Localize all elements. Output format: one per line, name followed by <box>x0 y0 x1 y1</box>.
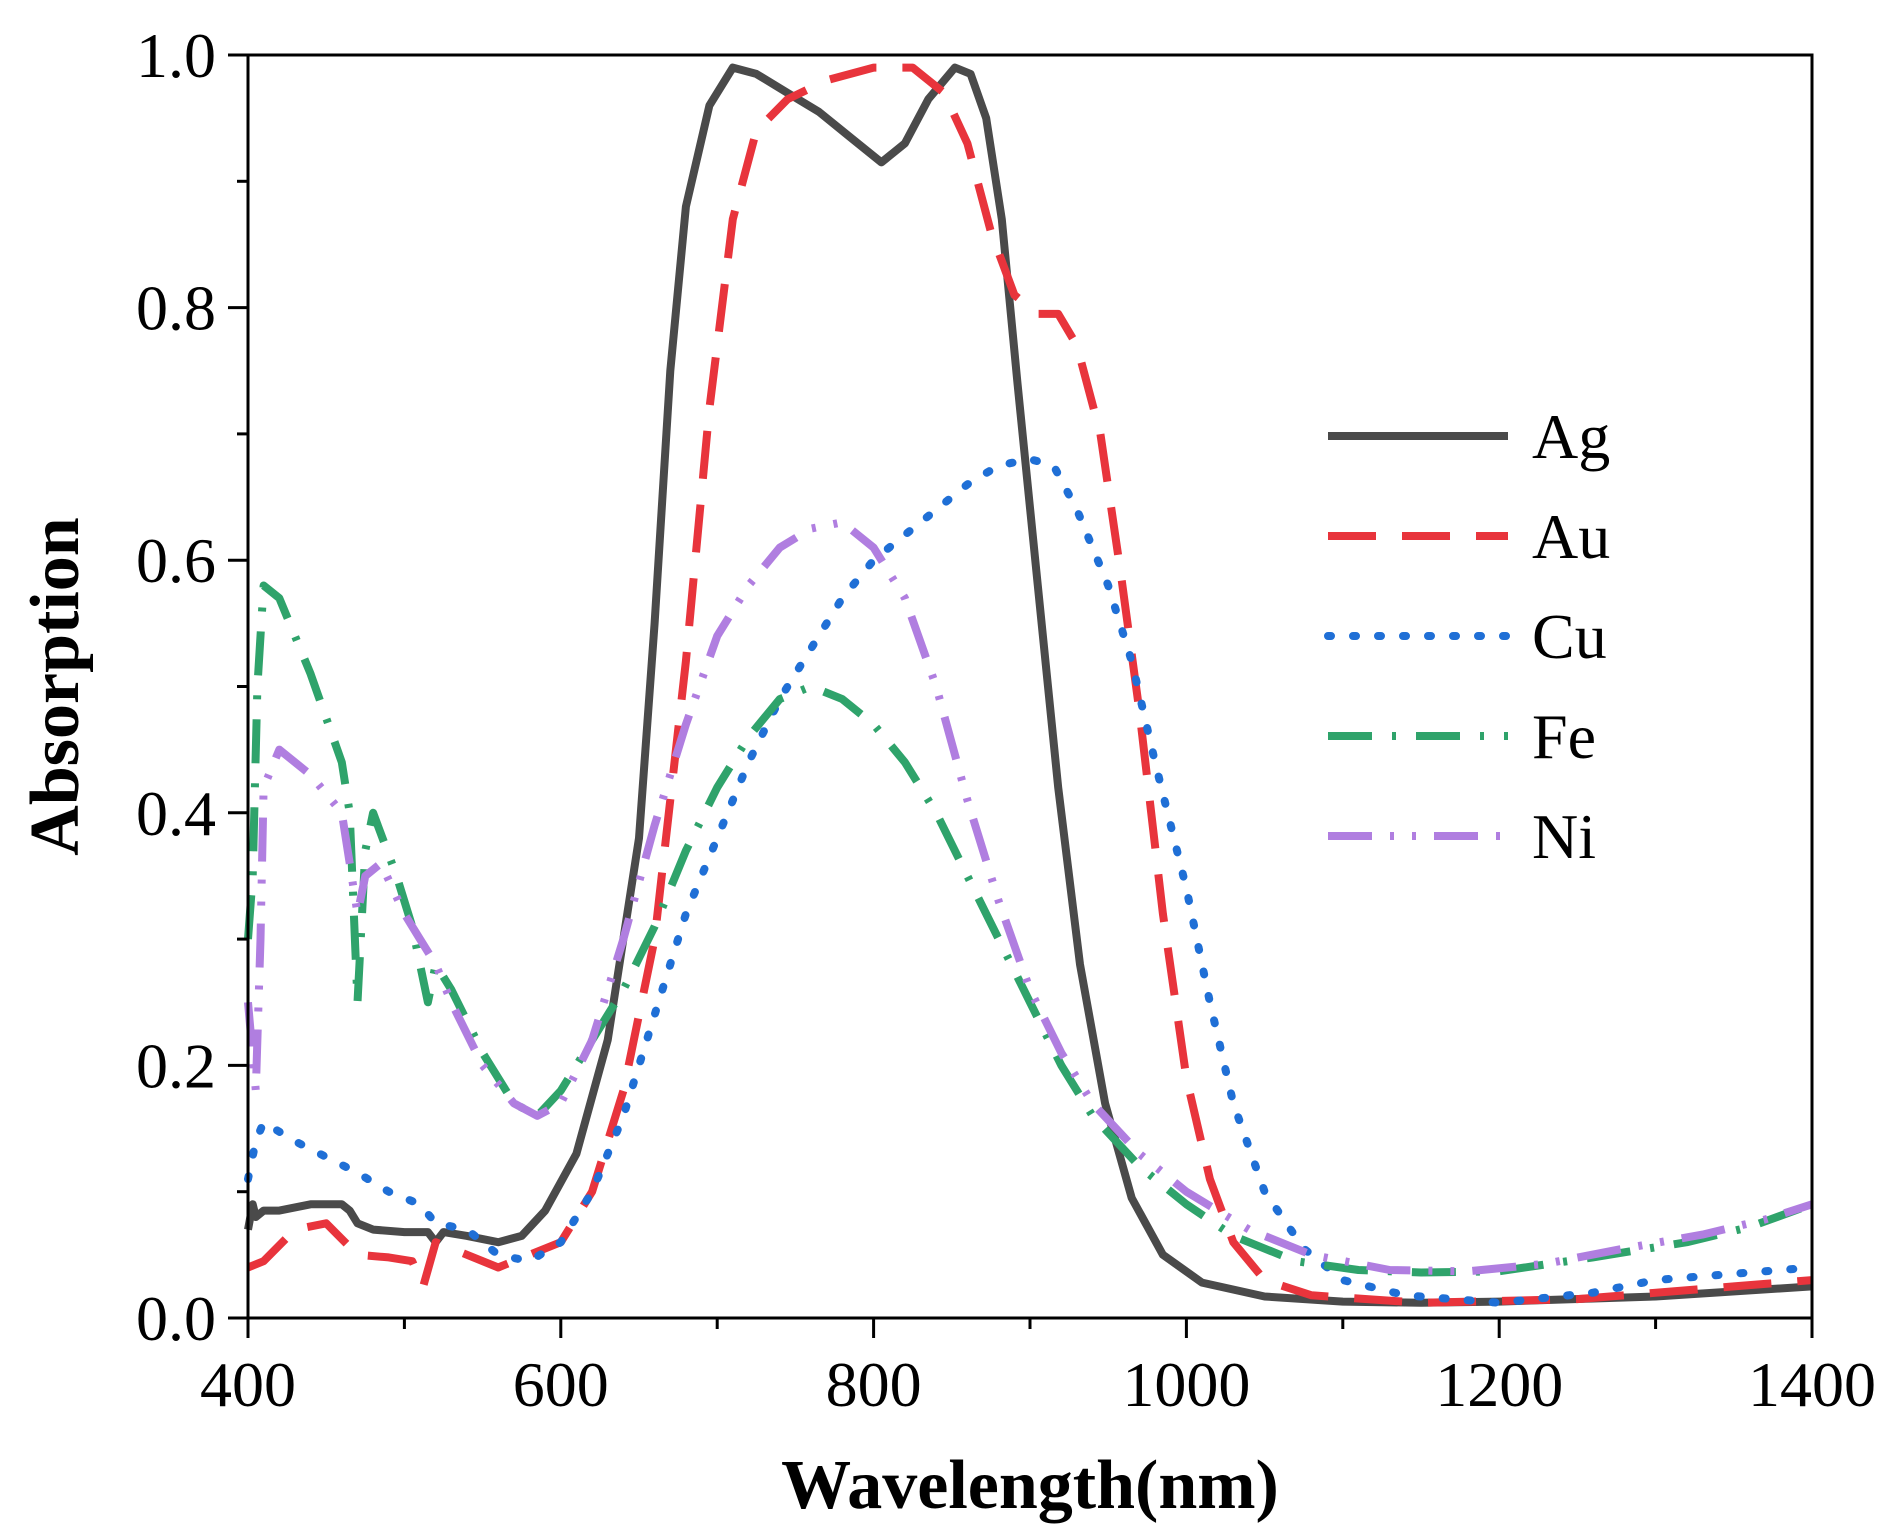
y-tick-label-0.2: 0.2 <box>136 1030 216 1101</box>
x-tick-label-400: 400 <box>200 1349 296 1420</box>
y-tick-label-0.6: 0.6 <box>136 525 216 596</box>
legend-label-ag: Ag <box>1532 401 1610 472</box>
legend-label-ni: Ni <box>1532 801 1596 872</box>
y-tick-label-0.0: 0.0 <box>136 1283 216 1354</box>
y-tick-label-1.0: 1.0 <box>136 20 216 91</box>
plot-frame <box>246 53 1814 1320</box>
y-tick-label-0.8: 0.8 <box>136 273 216 344</box>
series-line-fe <box>244 581 1814 1277</box>
ticks-layer: 400 600 800 1000 1200 1400 0.0 0.2 0.4 0.6 0.8 1.0 <box>136 20 1876 1420</box>
x-tick-label-1400: 1400 <box>1748 1349 1876 1420</box>
series-line-ag <box>244 63 1813 1307</box>
x-tick-label-800: 800 <box>826 1349 922 1420</box>
series-line-cu <box>244 455 1816 1307</box>
x-tick-label-600: 600 <box>513 1349 609 1420</box>
y-axis-title: Absorption <box>17 517 94 855</box>
series-layer <box>244 63 1816 1307</box>
x-tick-label-1000: 1000 <box>1122 1349 1250 1420</box>
x-tick-label-1200: 1200 <box>1435 1349 1563 1420</box>
x-axis-title: Wavelength(nm) <box>781 1447 1279 1524</box>
series-line-au <box>246 63 1813 1307</box>
legend-label-cu: Cu <box>1532 601 1607 672</box>
series-line-ni <box>244 518 1814 1276</box>
legend-label-fe: Fe <box>1532 701 1596 772</box>
legend-label-au: Au <box>1532 501 1610 572</box>
legend: Ag Au Cu Fe Ni <box>1324 401 1610 872</box>
y-tick-label-0.4: 0.4 <box>136 778 216 849</box>
